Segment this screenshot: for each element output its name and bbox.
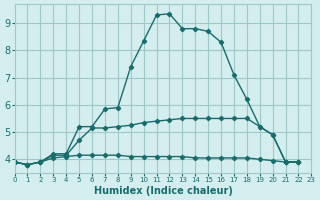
X-axis label: Humidex (Indice chaleur): Humidex (Indice chaleur) [93,186,232,196]
